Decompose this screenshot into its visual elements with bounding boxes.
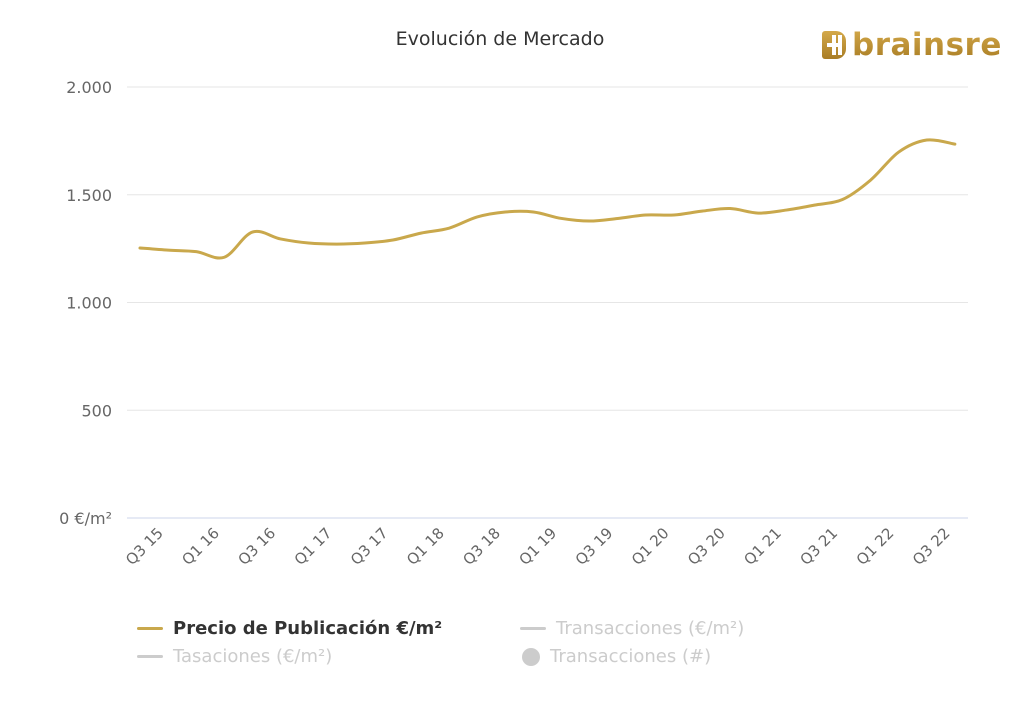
x-tick-label: Q3 21 — [797, 524, 842, 569]
brainsre-logo: brainsre — [822, 27, 1002, 63]
y-tick-label: 2.000 — [66, 78, 112, 97]
x-tick-label: Q3 18 — [459, 524, 504, 569]
x-tick-label: Q3 19 — [572, 524, 617, 569]
y-tick-label: 1.500 — [66, 186, 112, 205]
x-tick-label: Q1 16 — [178, 524, 223, 569]
x-tick-label: Q3 15 — [122, 524, 167, 569]
legend-line-icon — [137, 627, 163, 630]
x-tick-label: Q3 16 — [235, 524, 280, 569]
legend-label: Transacciones (#) — [550, 646, 712, 667]
y-tick-label: 500 — [81, 401, 112, 420]
x-tick-label: Q1 17 — [291, 524, 336, 569]
x-tick-label: Q1 19 — [516, 524, 561, 569]
legend-line-icon — [137, 655, 163, 658]
legend-line-icon — [520, 627, 546, 630]
legend-item-precio[interactable]: Precio de Publicación €/m² — [137, 618, 442, 639]
x-tick-label: Q3 22 — [909, 524, 954, 569]
x-tick-label: Q1 20 — [628, 524, 673, 569]
x-tick-label: Q3 17 — [347, 524, 392, 569]
y-tick-label: 1.000 — [66, 294, 112, 313]
legend-item-transacciones-num[interactable]: Transacciones (#) — [522, 646, 711, 667]
legend-label: Precio de Publicación €/m² — [173, 618, 443, 639]
legend-item-tasaciones[interactable]: Tasaciones (€/m²) — [137, 646, 332, 667]
chart-title: Evolución de Mercado — [395, 28, 605, 50]
x-tick-label: Q1 18 — [403, 524, 448, 569]
legend-label: Tasaciones (€/m²) — [173, 646, 333, 667]
x-tick-label: Q3 20 — [684, 524, 729, 569]
legend-item-transacciones-eur[interactable]: Transacciones (€/m²) — [520, 618, 744, 639]
x-tick-label: Q1 22 — [853, 524, 898, 569]
series-line-precio — [138, 138, 957, 260]
legend-label: Transacciones (€/m²) — [556, 618, 745, 639]
legend-dot-icon — [522, 647, 540, 666]
y-tick-label: 0 €/m² — [59, 509, 112, 528]
logo-icon — [822, 31, 846, 59]
x-tick-label: Q1 21 — [740, 524, 785, 569]
logo-text: brainsre — [852, 27, 1002, 63]
